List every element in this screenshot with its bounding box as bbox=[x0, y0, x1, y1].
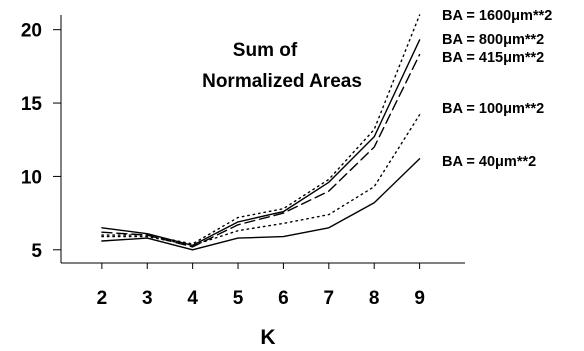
y-tick-label: 10 bbox=[21, 167, 42, 188]
series-line-5 bbox=[101, 158, 421, 251]
series-line-3 bbox=[101, 53, 421, 248]
series-line-1 bbox=[101, 14, 421, 245]
y-tick-label: 5 bbox=[31, 241, 42, 262]
x-tick-label: 5 bbox=[233, 288, 244, 309]
x-axis-title: K bbox=[260, 326, 275, 349]
x-tick-label: 4 bbox=[187, 288, 198, 309]
y-ticks: 5 10 15 20 bbox=[21, 21, 61, 262]
series-line-2 bbox=[101, 39, 421, 247]
y-tick-label: 20 bbox=[21, 21, 42, 42]
x-tick-label: 6 bbox=[278, 288, 289, 309]
series-annotation-4: BA = 100μm**2 bbox=[442, 101, 544, 117]
x-tick-label: 3 bbox=[142, 288, 153, 309]
series-annotations: BA = 1600μm**2 BA = 800μm**2 BA = 415μm**2… bbox=[442, 8, 552, 170]
series-annotation-3: BA = 415μm**2 bbox=[442, 50, 544, 66]
axes bbox=[60, 15, 465, 264]
series-layer bbox=[101, 14, 421, 251]
x-tick-label: 2 bbox=[97, 288, 108, 309]
x-ticks: 2 3 4 5 6 7 8 9 bbox=[97, 263, 425, 309]
series-annotation-1: BA = 1600μm**2 bbox=[442, 8, 552, 24]
series-annotation-2: BA = 800μm**2 bbox=[442, 32, 544, 48]
y-tick-label: 15 bbox=[21, 94, 43, 115]
series-line-4 bbox=[101, 114, 421, 247]
chart-title-line-2: Normalized Areas bbox=[202, 71, 362, 92]
x-tick-label: 7 bbox=[324, 288, 335, 309]
x-tick-label: 8 bbox=[369, 288, 380, 309]
chart-title-line-1: Sum of bbox=[233, 40, 298, 61]
series-annotation-5: BA = 40μm**2 bbox=[442, 154, 536, 170]
x-tick-label: 9 bbox=[414, 288, 425, 309]
